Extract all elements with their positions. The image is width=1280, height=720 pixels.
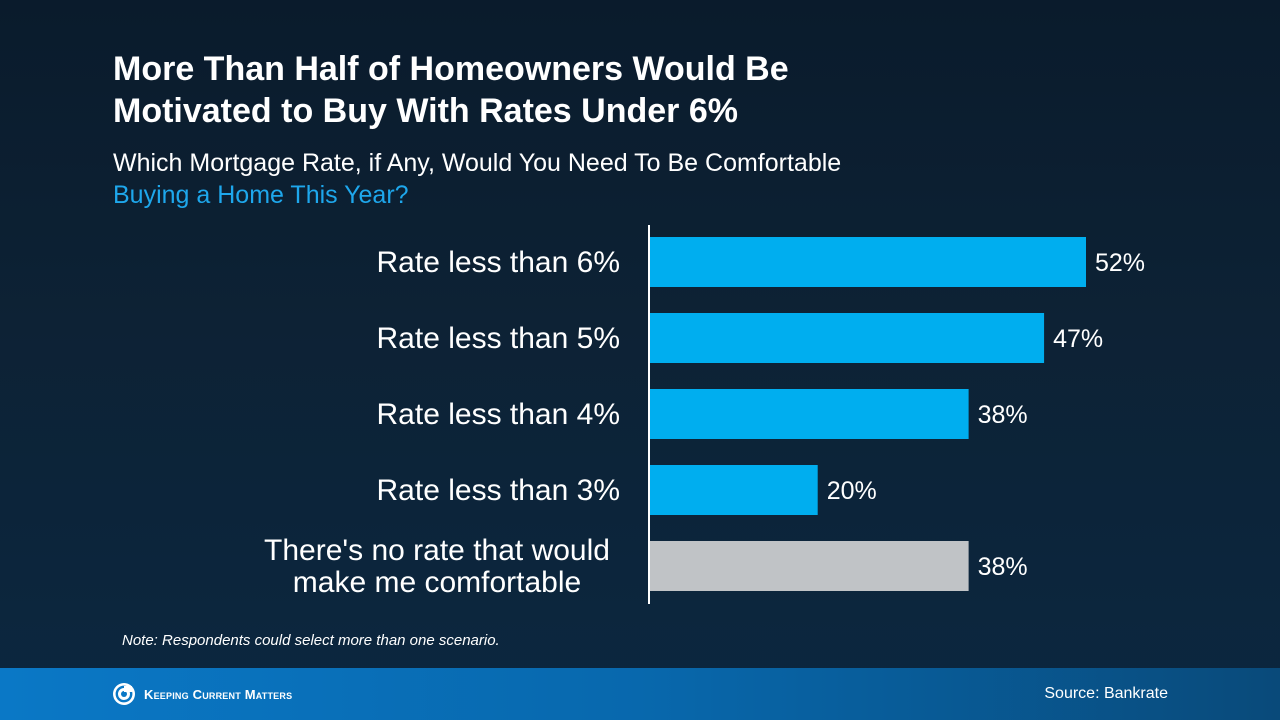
data-label-1: 47% [1053,325,1103,353]
category-label-4-line-0: There's no rate that would [264,534,610,567]
category-label-1-line-0: Rate less than 5% [377,322,620,355]
category-label-4-line-1: make me comfortable [293,566,581,599]
brand-name: Keeping Current Matters [144,686,293,702]
category-label-4: There's no rate that would make me comfor… [264,534,610,599]
data-label-3: 20% [827,477,877,505]
bar-2 [650,389,969,439]
data-label-0: 52% [1095,249,1145,277]
brand-logo: Keeping Current Matters [112,681,292,707]
category-label-1: Rate less than 5% [377,322,620,355]
chart-title-line-2: Motivated to Buy With Rates Under 6% [113,92,738,130]
data-label-4: 38% [978,553,1028,581]
category-label-3: Rate less than 3% [377,474,620,507]
kcm-logo-icon [113,683,135,705]
bar-chart: 52% Rate less than 6% 47% Rate less than 5%… [264,237,1145,599]
bar-4 [650,541,969,591]
chart-subtitle-line-1: Which Mortgage Rate, if Any, Would You N… [113,149,842,177]
category-label-0: Rate less than 6% [377,246,620,279]
bar-1 [650,313,1045,363]
chart-subtitle-line-2: Buying a Home This Year? [113,181,409,209]
category-label-2: Rate less than 4% [377,398,620,431]
category-label-3-line-0: Rate less than 3% [377,474,620,507]
source-label: Source: Bankrate [1044,685,1168,702]
chart-subtitle: Which Mortgage Rate, if Any, Would You N… [113,147,1013,211]
chart-title: More Than Half of Homeowners Would Be Mo… [113,48,1013,132]
data-label-2: 38% [978,401,1028,429]
bar-0 [650,237,1086,287]
chart-title-line-1: More Than Half of Homeowners Would Be [113,50,789,88]
category-label-2-line-0: Rate less than 4% [377,398,620,431]
bar-3 [650,465,818,515]
footer-bar: Keeping Current Matters Source: Bankrate [0,668,1280,720]
footnote: Note: Respondents could select more than… [122,632,500,649]
category-label-0-line-0: Rate less than 6% [377,246,620,279]
